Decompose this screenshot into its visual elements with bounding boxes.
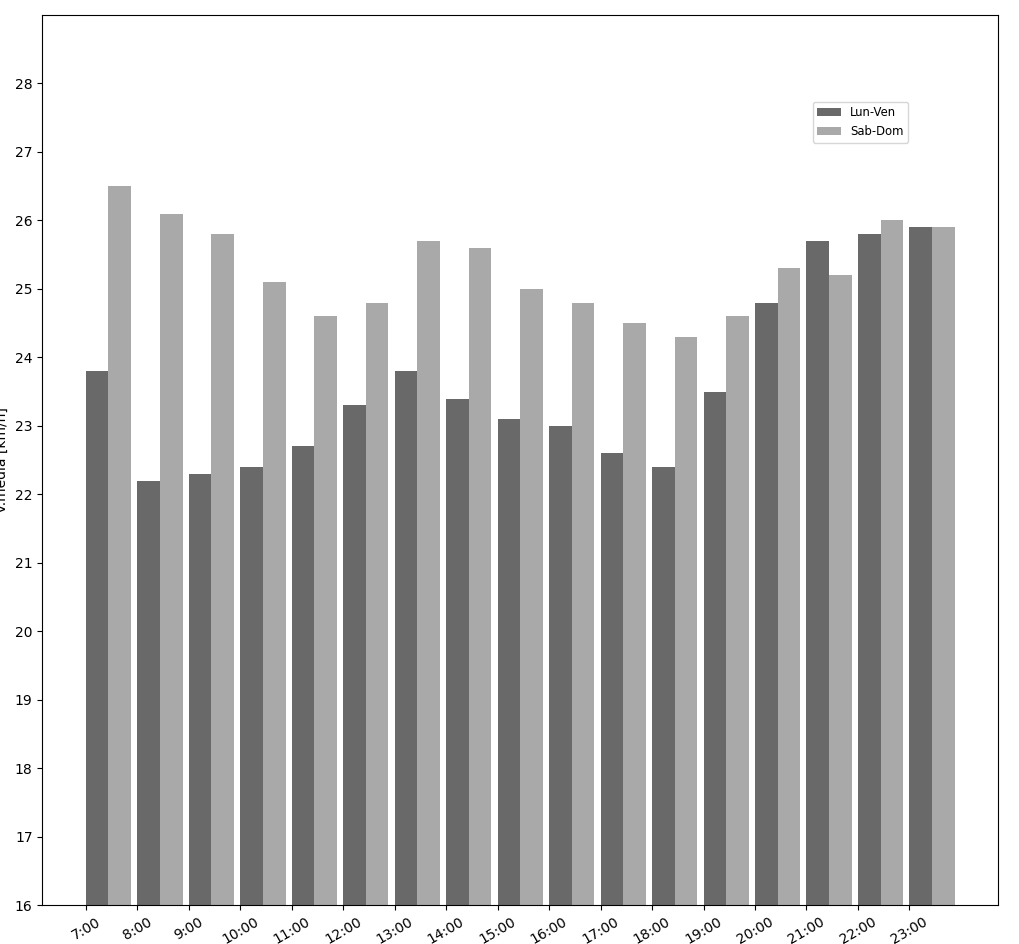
Bar bbox=[418, 241, 440, 944]
Bar bbox=[624, 323, 646, 944]
Bar bbox=[675, 337, 697, 944]
Bar bbox=[314, 316, 337, 944]
Bar bbox=[108, 186, 131, 944]
Bar bbox=[572, 303, 594, 944]
Bar bbox=[549, 426, 572, 944]
Bar bbox=[858, 234, 880, 944]
Bar bbox=[240, 467, 263, 944]
Bar bbox=[189, 474, 211, 944]
Bar bbox=[263, 282, 285, 944]
Bar bbox=[138, 480, 160, 944]
Bar bbox=[394, 371, 418, 944]
Y-axis label: V.media [km/h]: V.media [km/h] bbox=[0, 407, 9, 514]
Bar bbox=[160, 213, 182, 944]
Bar bbox=[652, 467, 675, 944]
Bar bbox=[497, 419, 521, 944]
Bar bbox=[829, 276, 852, 944]
Legend: Lun-Ven, Sab-Dom: Lun-Ven, Sab-Dom bbox=[813, 102, 908, 143]
Bar bbox=[880, 221, 903, 944]
Bar bbox=[932, 228, 955, 944]
Bar bbox=[777, 268, 800, 944]
Bar bbox=[521, 289, 543, 944]
Bar bbox=[291, 447, 314, 944]
Bar bbox=[909, 228, 932, 944]
Bar bbox=[343, 405, 366, 944]
Bar bbox=[727, 316, 749, 944]
Bar bbox=[469, 248, 491, 944]
Bar bbox=[211, 234, 234, 944]
Bar bbox=[806, 241, 829, 944]
Bar bbox=[86, 371, 108, 944]
Bar bbox=[366, 303, 388, 944]
Bar bbox=[600, 453, 624, 944]
Bar bbox=[703, 392, 727, 944]
Bar bbox=[446, 398, 469, 944]
Bar bbox=[755, 303, 777, 944]
